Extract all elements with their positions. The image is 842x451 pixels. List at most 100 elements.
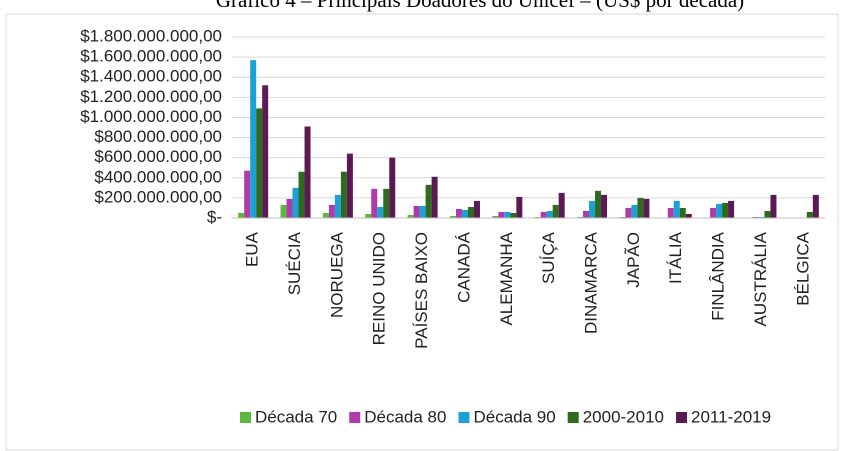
x-tick-label: PAÍSES BAIXO bbox=[412, 232, 431, 349]
y-tick-label: $200.000.000,00 bbox=[94, 187, 222, 206]
bar bbox=[637, 197, 644, 218]
bar bbox=[455, 208, 462, 218]
bar bbox=[280, 204, 287, 218]
legend-label: Década 70 bbox=[255, 407, 337, 426]
bar bbox=[346, 153, 353, 218]
bar bbox=[467, 206, 474, 218]
bar bbox=[286, 198, 293, 218]
bar bbox=[292, 187, 299, 218]
bar bbox=[764, 210, 771, 218]
bar bbox=[667, 207, 674, 218]
legend-label: Década 90 bbox=[473, 407, 555, 426]
bar bbox=[685, 213, 692, 218]
bar bbox=[407, 214, 414, 218]
bar bbox=[601, 194, 608, 218]
y-tick-label: $1.400.000.000,00 bbox=[80, 67, 222, 86]
y-tick-label: $400.000.000,00 bbox=[94, 167, 222, 186]
legend-label: Década 80 bbox=[364, 407, 446, 426]
legend-swatch bbox=[458, 412, 470, 423]
x-tick-label: ALEMANHA bbox=[497, 231, 516, 325]
bar bbox=[728, 200, 735, 218]
bar bbox=[383, 188, 390, 218]
bar bbox=[328, 204, 335, 218]
bar bbox=[504, 211, 511, 218]
y-tick-label: $1.200.000.000,00 bbox=[80, 87, 222, 106]
bar bbox=[577, 216, 584, 218]
bar bbox=[449, 215, 456, 218]
bar bbox=[583, 210, 590, 218]
bar bbox=[413, 205, 420, 218]
bar bbox=[710, 207, 717, 218]
bar bbox=[812, 194, 819, 218]
x-tick-label: DINAMARCA bbox=[582, 231, 601, 334]
bar bbox=[322, 212, 329, 218]
bar bbox=[540, 211, 547, 218]
bar bbox=[595, 190, 602, 218]
x-tick-label: NORUEGA bbox=[327, 231, 346, 318]
bar bbox=[758, 216, 765, 218]
bar bbox=[298, 171, 305, 218]
bar bbox=[619, 216, 626, 218]
bar bbox=[473, 200, 480, 218]
bar bbox=[461, 209, 468, 218]
legend-swatch bbox=[567, 412, 579, 423]
bar bbox=[770, 194, 777, 218]
bar bbox=[716, 203, 723, 218]
x-tick-label: FINLÂNDIA bbox=[709, 231, 728, 320]
y-tick-label: $1.800.000.000,00 bbox=[80, 26, 222, 45]
legend-label: 2011-2019 bbox=[691, 407, 771, 426]
bar bbox=[365, 213, 372, 218]
bar bbox=[419, 205, 426, 218]
bar bbox=[552, 204, 559, 218]
y-tick-label: $1.000.000.000,00 bbox=[80, 107, 222, 126]
bar bbox=[589, 200, 596, 218]
x-tick-label: AUSTRÁLIA bbox=[751, 231, 770, 326]
bar bbox=[752, 216, 759, 218]
bar bbox=[377, 206, 384, 218]
x-tick-label: SUÉCIA bbox=[285, 231, 304, 295]
bar bbox=[625, 207, 632, 218]
bar bbox=[244, 170, 251, 218]
legend-label: 2000-2010 bbox=[583, 407, 664, 426]
bar bbox=[238, 212, 245, 218]
x-tick-label: JAPÃO bbox=[624, 232, 643, 288]
bar bbox=[371, 188, 378, 218]
y-tick-label: $800.000.000,00 bbox=[94, 127, 222, 146]
bar bbox=[534, 216, 541, 218]
bar bbox=[262, 85, 269, 219]
bar bbox=[431, 176, 438, 218]
bar bbox=[250, 60, 257, 218]
y-tick-label: $1.600.000.000,00 bbox=[80, 47, 222, 66]
bar bbox=[673, 200, 680, 218]
bar bbox=[546, 210, 553, 218]
bar bbox=[389, 157, 396, 218]
bar bbox=[304, 126, 311, 218]
chart-title: Gráfico 4 – Principais Doadores do Unice… bbox=[216, 0, 744, 12]
bar bbox=[492, 215, 499, 218]
bar bbox=[425, 184, 432, 218]
bar bbox=[498, 211, 505, 218]
bar bbox=[516, 196, 523, 218]
y-tick-label: $- bbox=[207, 207, 222, 226]
y-tick-label: $600.000.000,00 bbox=[94, 147, 222, 166]
legend-swatch bbox=[240, 412, 251, 423]
bar bbox=[334, 194, 341, 218]
bar bbox=[340, 171, 347, 218]
bar bbox=[631, 204, 638, 218]
bar bbox=[722, 202, 729, 218]
bar bbox=[558, 192, 565, 218]
bar bbox=[256, 108, 263, 218]
x-tick-label: REINO UNIDO bbox=[370, 232, 389, 345]
bar bbox=[679, 207, 686, 218]
legend-swatch bbox=[349, 412, 361, 423]
x-tick-label: CANADÁ bbox=[454, 231, 473, 303]
chart-border bbox=[5, 13, 839, 451]
bar bbox=[806, 211, 813, 218]
x-tick-label: EUA bbox=[243, 231, 262, 267]
legend-swatch bbox=[676, 412, 688, 423]
x-tick-label: SUÍÇA bbox=[539, 231, 558, 284]
x-tick-label: ITÁLIA bbox=[666, 231, 685, 284]
bar bbox=[510, 212, 517, 218]
x-tick-label: BÉLGICA bbox=[793, 231, 812, 305]
